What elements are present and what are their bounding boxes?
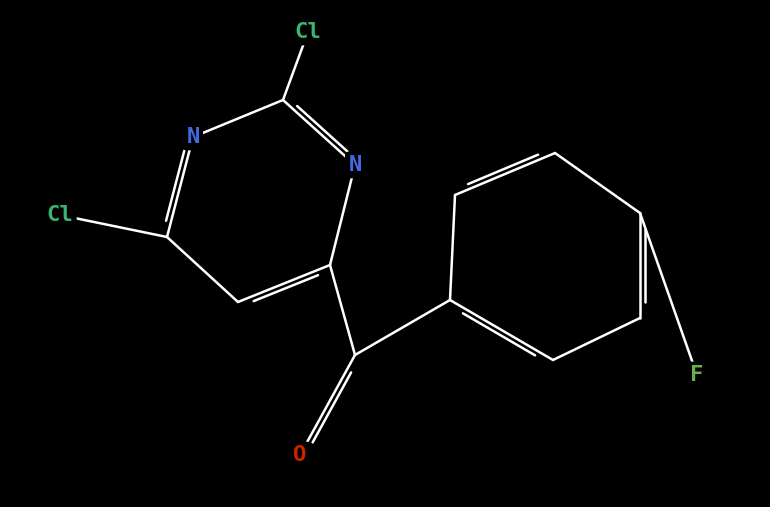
Text: N: N [348, 155, 362, 175]
Text: Cl: Cl [47, 205, 73, 225]
Text: F: F [691, 365, 704, 385]
Text: O: O [293, 445, 306, 465]
Text: N: N [186, 127, 199, 147]
Text: Cl: Cl [295, 22, 321, 42]
